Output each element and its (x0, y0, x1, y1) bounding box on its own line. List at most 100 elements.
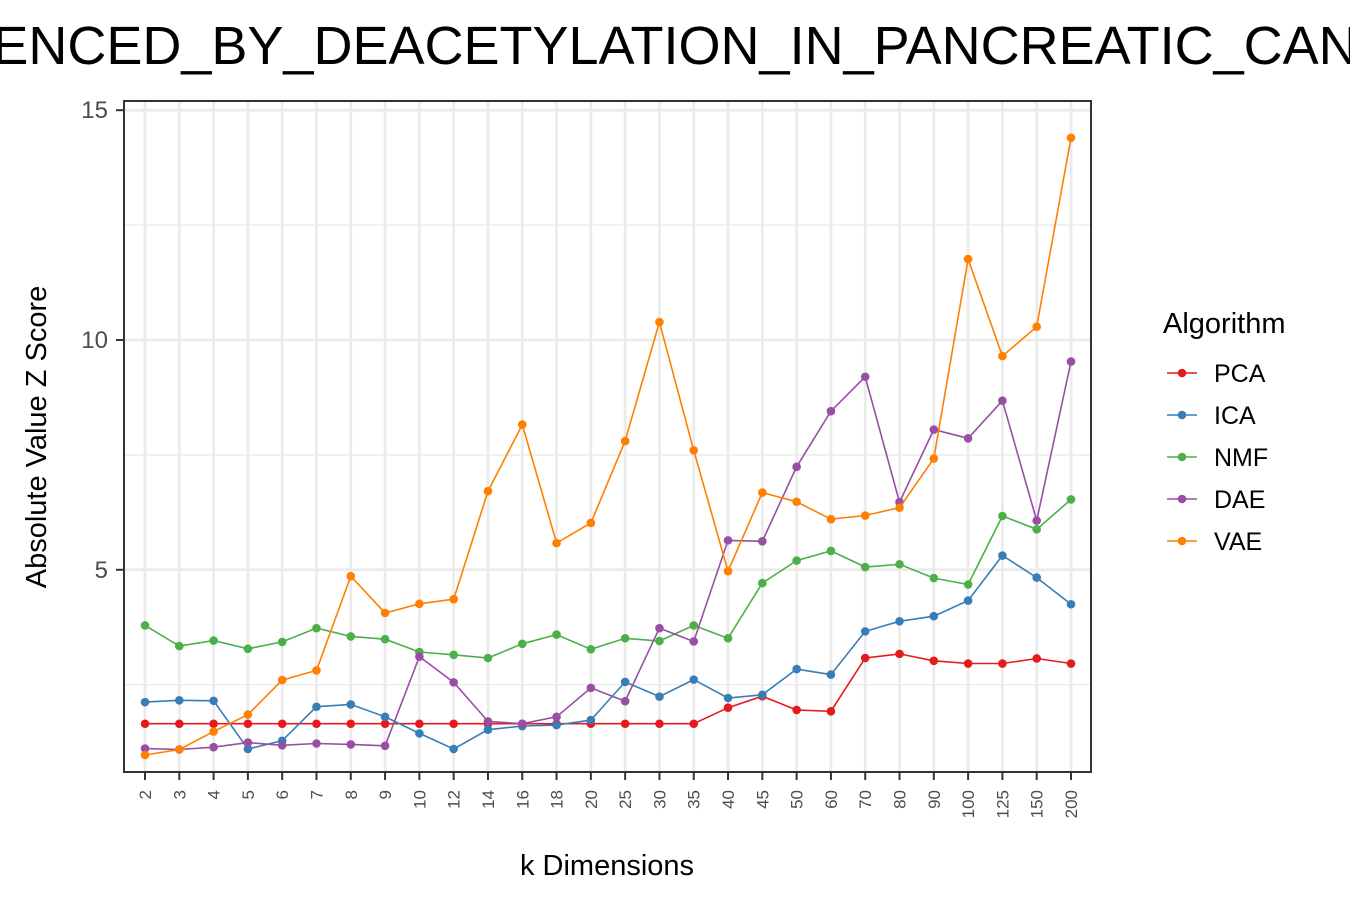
data-point-dae (792, 462, 801, 472)
data-point-ica (895, 616, 904, 626)
data-point-ica (586, 715, 596, 725)
legend-title: Algorithm (1163, 308, 1286, 340)
data-point-ica (415, 729, 424, 738)
plot-series (140, 133, 1076, 760)
data-point-ica (860, 627, 870, 636)
series-line-dae (144, 361, 1072, 751)
data-point-vae (792, 497, 801, 507)
data-point-pca (929, 656, 939, 666)
y-tick-label: 10 (81, 327, 108, 354)
data-point-ica (346, 700, 356, 709)
legend-label: ICA (1214, 402, 1256, 430)
series-pca (140, 649, 1076, 729)
series-dae (140, 357, 1076, 754)
data-point-vae (586, 518, 596, 528)
x-tick-label: 5 (239, 790, 258, 799)
data-point-vae (174, 745, 184, 754)
series-ica (140, 551, 1076, 754)
data-point-nmf (552, 630, 561, 639)
data-point-vae (346, 571, 356, 581)
data-point-dae (860, 372, 870, 382)
data-point-nmf (1066, 495, 1076, 504)
data-point-dae (277, 741, 287, 750)
data-point-dae (346, 740, 356, 749)
x-tick-label: 3 (170, 790, 189, 799)
legend-label: NMF (1214, 444, 1268, 472)
series-line-nmf (144, 498, 1072, 659)
x-tick-label: 70 (856, 790, 875, 809)
data-point-ica (963, 596, 973, 605)
x-tick-label: 20 (582, 790, 601, 809)
x-axis: 2 3 4 5 6 7 8 9 10 12 14 16 18 20 25 30 35 40 45 50 60 70 80 90… (136, 772, 1081, 818)
data-point-pca (998, 659, 1007, 668)
data-point-nmf (140, 621, 150, 630)
data-point-pca (380, 719, 390, 729)
data-point-dae (517, 719, 527, 729)
data-point-dae (415, 652, 424, 661)
x-tick-label: 9 (376, 790, 395, 799)
chart-title: ENCED_BY_DEACETYLATION_IN_PANCREATIC_CAN (0, 16, 1350, 76)
x-tick-label: 25 (616, 790, 635, 809)
data-point-vae (1032, 322, 1042, 331)
x-tick-label: 150 (1028, 790, 1047, 818)
data-point-vae (209, 727, 218, 736)
data-point-pca (723, 703, 733, 712)
data-point-ica (174, 696, 184, 705)
data-point-nmf (1032, 525, 1042, 534)
data-point-nmf (826, 546, 836, 556)
data-point-vae (860, 511, 870, 520)
data-point-ica (929, 611, 939, 621)
series-line-ica (144, 554, 1072, 750)
x-tick-label: 2 (136, 790, 155, 799)
data-point-nmf (723, 633, 733, 643)
data-point-nmf (277, 637, 287, 647)
data-point-vae (758, 488, 767, 497)
data-point-dae (449, 678, 458, 687)
data-point-ica (826, 670, 836, 679)
data-point-dae (312, 739, 321, 748)
data-point-vae (929, 454, 939, 463)
data-point-vae (415, 599, 424, 609)
data-point-nmf (963, 580, 973, 589)
data-point-ica (243, 744, 253, 754)
legend-item-dae: DAE (1167, 486, 1265, 514)
data-point-ica (758, 690, 767, 700)
data-point-dae (620, 696, 630, 706)
data-point-pca (312, 719, 321, 729)
data-point-dae (689, 637, 699, 646)
data-point-vae (140, 750, 150, 760)
data-point-nmf (655, 636, 664, 646)
x-tick-label: 7 (307, 790, 326, 799)
data-point-vae (312, 666, 321, 675)
data-point-pca (174, 719, 184, 729)
legend-item-ica: ICA (1167, 402, 1256, 430)
data-point-ica (1066, 599, 1076, 609)
data-point-dae (243, 738, 253, 747)
data-point-nmf (380, 634, 390, 644)
data-point-vae (723, 566, 733, 576)
data-point-pca (449, 719, 458, 729)
data-point-pca (415, 719, 424, 729)
legend-key-point (1177, 494, 1187, 504)
data-point-nmf (792, 556, 801, 565)
data-point-dae (655, 623, 664, 633)
x-tick-label: 30 (650, 790, 669, 809)
data-point-pca (346, 719, 356, 729)
data-point-nmf (517, 639, 527, 649)
data-point-nmf (174, 641, 184, 651)
data-point-vae (895, 503, 904, 513)
legend-label: VAE (1214, 528, 1262, 556)
plot-grid (124, 101, 1091, 772)
x-tick-label: 50 (788, 790, 807, 809)
legend-key-point (1177, 536, 1187, 546)
data-point-dae (552, 712, 561, 722)
data-point-dae (723, 536, 733, 545)
data-point-dae (758, 536, 767, 546)
data-point-vae (689, 445, 699, 455)
data-point-nmf (586, 644, 596, 654)
data-point-pca (895, 649, 904, 659)
data-point-dae (929, 425, 939, 434)
data-point-pca (792, 705, 801, 715)
legend-items: PCA ICA NMF DAE VAE (1167, 360, 1268, 556)
